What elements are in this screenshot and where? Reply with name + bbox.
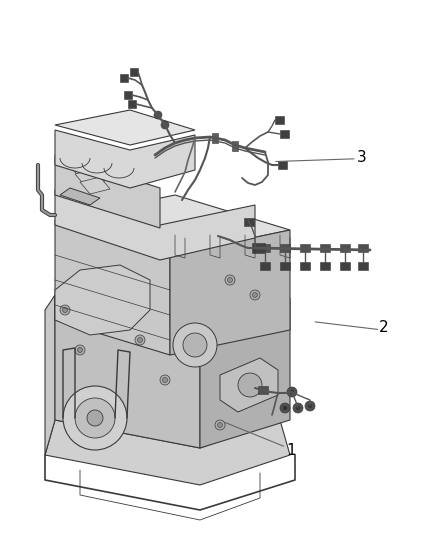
Polygon shape [278, 161, 287, 169]
Polygon shape [120, 74, 128, 82]
Polygon shape [280, 262, 290, 270]
Circle shape [296, 406, 300, 410]
Text: 3: 3 [357, 150, 366, 165]
Polygon shape [70, 161, 100, 178]
Polygon shape [275, 116, 284, 124]
Circle shape [290, 390, 294, 394]
Circle shape [154, 111, 162, 119]
Polygon shape [130, 68, 138, 76]
Circle shape [252, 293, 258, 297]
Polygon shape [300, 262, 310, 270]
Polygon shape [65, 153, 95, 170]
Circle shape [60, 305, 70, 315]
Circle shape [183, 333, 207, 357]
Polygon shape [280, 244, 290, 252]
Polygon shape [55, 130, 195, 188]
Circle shape [308, 404, 312, 408]
Polygon shape [45, 420, 290, 485]
Polygon shape [232, 141, 238, 151]
Polygon shape [55, 220, 170, 355]
Circle shape [173, 323, 217, 367]
Circle shape [238, 373, 262, 397]
Polygon shape [220, 358, 278, 412]
Polygon shape [45, 295, 55, 455]
Circle shape [215, 420, 225, 430]
Polygon shape [300, 244, 310, 252]
Circle shape [287, 387, 297, 397]
Circle shape [63, 308, 67, 312]
Polygon shape [252, 243, 265, 253]
Circle shape [225, 275, 235, 285]
Circle shape [283, 406, 287, 410]
Circle shape [305, 401, 315, 411]
Polygon shape [75, 169, 105, 186]
Circle shape [218, 423, 223, 427]
Circle shape [78, 348, 82, 352]
Circle shape [161, 121, 169, 129]
Polygon shape [260, 262, 270, 270]
Circle shape [75, 345, 85, 355]
Polygon shape [320, 262, 330, 270]
Circle shape [160, 375, 170, 385]
Polygon shape [55, 190, 255, 260]
Polygon shape [55, 110, 195, 145]
Polygon shape [60, 188, 100, 205]
Polygon shape [80, 177, 110, 194]
Circle shape [63, 386, 127, 450]
Circle shape [162, 377, 167, 383]
Circle shape [135, 335, 145, 345]
Polygon shape [200, 298, 290, 448]
Polygon shape [280, 130, 289, 138]
Polygon shape [320, 244, 330, 252]
Polygon shape [170, 230, 290, 355]
Text: 1: 1 [286, 443, 296, 458]
Circle shape [138, 337, 142, 343]
Polygon shape [340, 244, 350, 252]
Polygon shape [55, 265, 150, 335]
Circle shape [227, 278, 233, 282]
Polygon shape [260, 244, 270, 252]
Circle shape [280, 403, 290, 413]
Polygon shape [340, 262, 350, 270]
Polygon shape [212, 133, 218, 143]
Text: 2: 2 [378, 320, 388, 335]
Polygon shape [244, 218, 254, 226]
Polygon shape [128, 100, 136, 108]
Circle shape [293, 403, 303, 413]
Polygon shape [55, 195, 290, 255]
Polygon shape [124, 91, 132, 99]
Polygon shape [55, 295, 200, 448]
Polygon shape [258, 386, 268, 394]
Circle shape [250, 290, 260, 300]
Circle shape [87, 410, 103, 426]
Polygon shape [358, 262, 368, 270]
Polygon shape [358, 244, 368, 252]
Circle shape [75, 398, 115, 438]
Polygon shape [55, 155, 160, 228]
